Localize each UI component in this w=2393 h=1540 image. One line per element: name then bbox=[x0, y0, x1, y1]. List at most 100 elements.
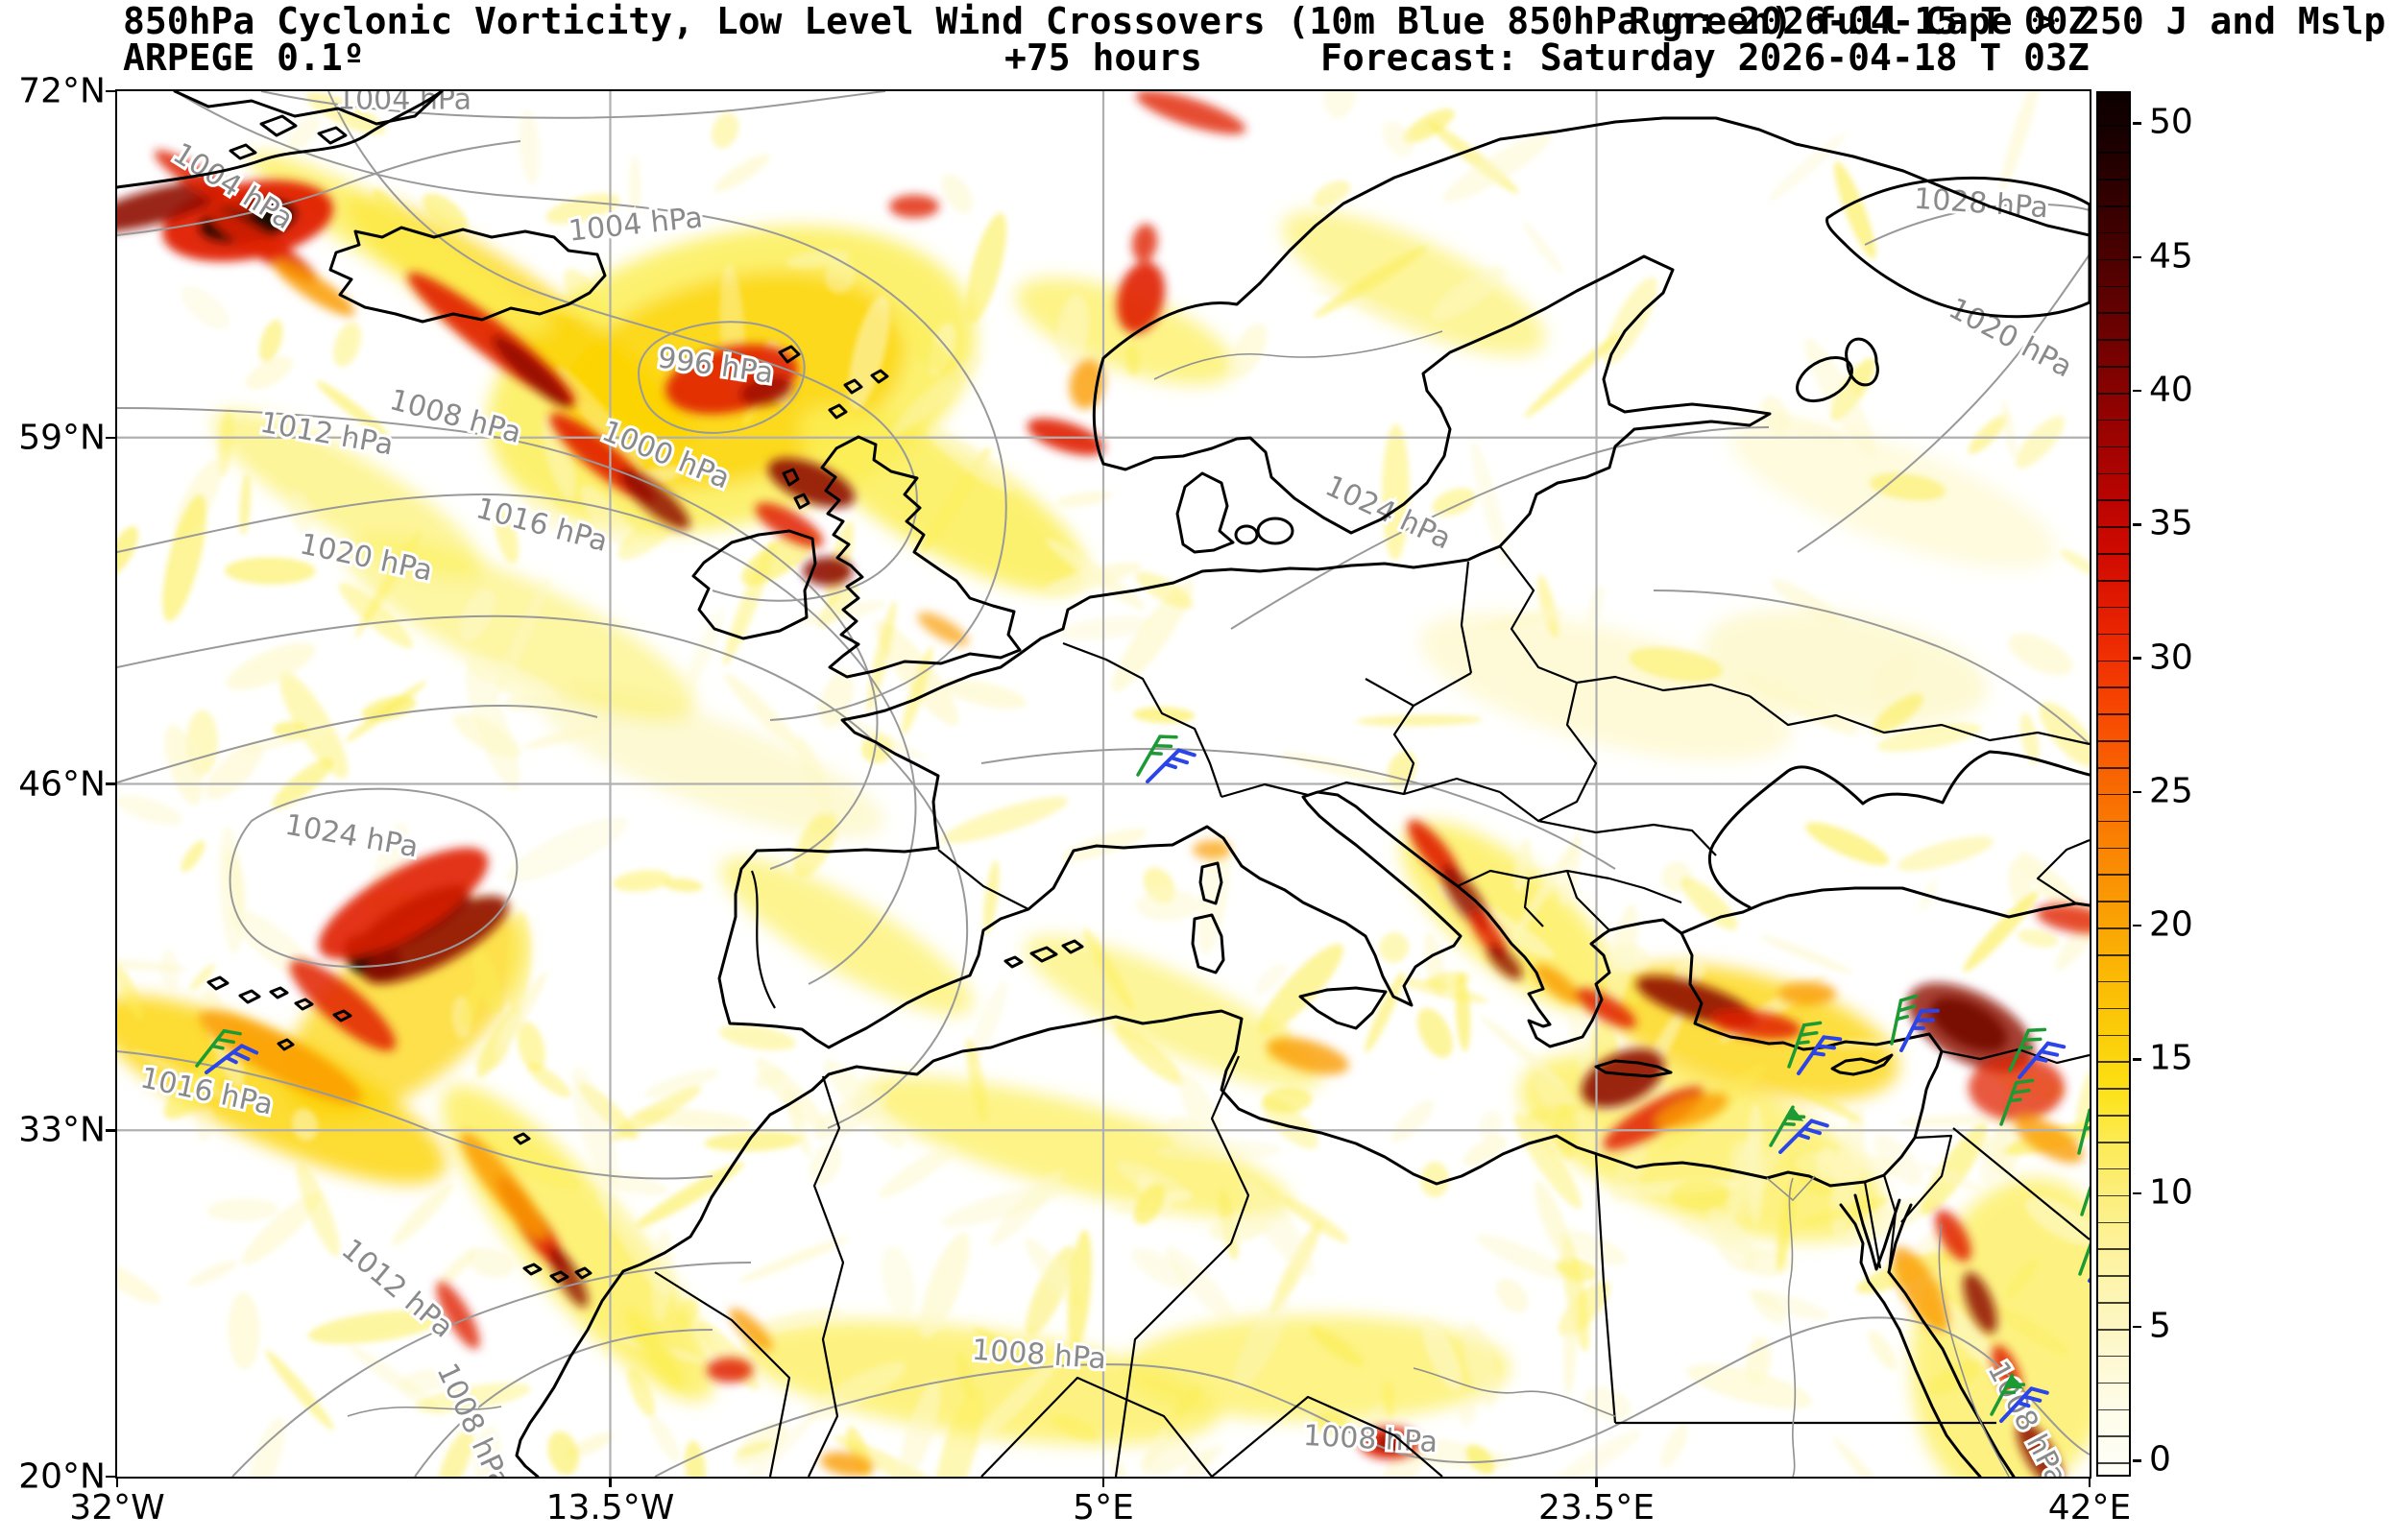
isobar-label: 1024 hPa bbox=[282, 808, 421, 865]
map-plot-area: 1004 hPa 1004 hPa 1004 hPa 996 hPa 1000 hPa 1… bbox=[117, 91, 2090, 1477]
wind-barb-layer bbox=[195, 734, 2090, 1423]
wind-barb bbox=[1999, 1078, 2035, 1126]
colorbar-tick-label: 30 bbox=[2149, 638, 2193, 678]
colorbar-segment-line bbox=[2098, 660, 2129, 662]
run-timestamp: Run: 2026-04-15 T 00Z bbox=[1629, 0, 2091, 42]
colorbar-tick-mark bbox=[2133, 1191, 2141, 1194]
colorbar-tick-mark bbox=[2133, 790, 2141, 794]
colorbar-segment-line bbox=[2098, 847, 2129, 850]
colorbar-segment-line bbox=[2098, 980, 2129, 983]
colorbar-tick-label: 25 bbox=[2149, 771, 2193, 811]
colorbar-segment-line bbox=[2098, 1061, 2129, 1064]
isobar-label: 1008 hPa bbox=[429, 1359, 517, 1477]
colorbar-segment-line bbox=[2098, 1382, 2129, 1384]
colorbar-segment-line bbox=[2098, 1302, 2129, 1304]
lon-tick-label: 42°E bbox=[2047, 1488, 2132, 1528]
colorbar-segment-line bbox=[2098, 285, 2129, 288]
wind-barb bbox=[1778, 1119, 1829, 1154]
colorbar bbox=[2096, 91, 2131, 1477]
lat-tick-mark bbox=[106, 782, 116, 785]
colorbar-segment-line bbox=[2098, 258, 2129, 261]
lon-tick-mark bbox=[1101, 1477, 1105, 1487]
colorbar-tick-mark bbox=[2133, 1058, 2141, 1061]
colorbar-tick-mark bbox=[2133, 1459, 2141, 1462]
lat-tick-label: 33°N bbox=[18, 1110, 106, 1150]
colorbar-tick-label: 35 bbox=[2149, 503, 2193, 543]
colorbar-segment-line bbox=[2098, 767, 2129, 769]
colorbar-segment-line bbox=[2098, 231, 2129, 234]
wind-barb bbox=[2018, 1041, 2067, 1079]
country-border-layer bbox=[654, 545, 2090, 1477]
colorbar-segment-line bbox=[2098, 553, 2129, 555]
colorbar-segment-line bbox=[2098, 1462, 2129, 1464]
wind-barb bbox=[2078, 1231, 2090, 1276]
colorbar-segment-line bbox=[2098, 1355, 2129, 1358]
wind-barb bbox=[205, 1044, 259, 1074]
colorbar-segment-line bbox=[2098, 339, 2129, 341]
colorbar-tick-mark bbox=[2133, 255, 2141, 258]
colorbar-tick-label: 50 bbox=[2149, 103, 2193, 143]
colorbar-segment-line bbox=[2098, 580, 2129, 582]
colorbar-segment-line bbox=[2098, 1034, 2129, 1037]
wind-barb bbox=[1787, 1021, 1823, 1069]
lat-tick-mark bbox=[106, 1475, 116, 1479]
colorbar-tick-mark bbox=[2133, 657, 2141, 660]
colorbar-tick-label: 15 bbox=[2149, 1039, 2193, 1079]
colorbar-segment-line bbox=[2098, 686, 2129, 689]
colorbar-segment-line bbox=[2098, 1142, 2129, 1143]
colorbar-segment-line bbox=[2098, 1221, 2129, 1224]
wind-barb bbox=[1146, 748, 1196, 783]
colorbar-segment-line bbox=[2098, 125, 2129, 128]
colorbar-segment-line bbox=[2098, 205, 2129, 207]
wind-barb bbox=[1899, 1008, 1940, 1052]
isobar-label: 1020 hPa bbox=[1943, 292, 2077, 385]
chart-title: 850hPa Cyclonic Vorticity, Low Level Win… bbox=[123, 0, 2386, 42]
colorbar-segment-line bbox=[2098, 1435, 2129, 1438]
wind-barb bbox=[1797, 1035, 1843, 1075]
vorticity-filament-layer bbox=[117, 91, 2090, 1477]
colorbar-tick-label: 5 bbox=[2149, 1306, 2171, 1346]
colorbar-segment-line bbox=[2098, 312, 2129, 315]
lon-tick-label: 23.5°E bbox=[1538, 1488, 1655, 1528]
colorbar-segment-line bbox=[2098, 901, 2129, 902]
colorbar-tick-label: 20 bbox=[2149, 904, 2193, 945]
lat-tick-label: 46°N bbox=[18, 764, 106, 804]
colorbar-segment-line bbox=[2098, 393, 2129, 395]
colorbar-segment-line bbox=[2098, 820, 2129, 823]
colorbar-segment-line bbox=[2098, 98, 2129, 101]
colorbar-segment-line bbox=[2098, 179, 2129, 180]
colorbar-tick-label: 40 bbox=[2149, 370, 2193, 410]
colorbar-segment-line bbox=[2098, 1088, 2129, 1090]
wind-barb bbox=[1136, 734, 1178, 777]
colorbar-segment-line bbox=[2098, 713, 2129, 715]
model-label: ARPEGE 0.1º bbox=[123, 36, 365, 79]
forecast-timestamp: Forecast: Saturday 2026-04-18 T 03Z bbox=[1320, 36, 2090, 79]
colorbar-segment-line bbox=[2098, 1115, 2129, 1117]
colorbar-segment-line bbox=[2098, 633, 2129, 636]
colorbar-segment-line bbox=[2098, 152, 2129, 154]
colorbar-segment-line bbox=[2098, 606, 2129, 609]
lon-tick-label: 13.5°W bbox=[545, 1488, 675, 1528]
wind-barb bbox=[1990, 1373, 2026, 1416]
colorbar-tick-label: 10 bbox=[2149, 1172, 2193, 1213]
lon-tick-label: 32°W bbox=[69, 1488, 165, 1528]
colorbar-tick-mark bbox=[2133, 1325, 2141, 1329]
lat-tick-label: 72°N bbox=[18, 71, 106, 111]
lat-tick-mark bbox=[106, 436, 116, 440]
lon-tick-mark bbox=[2088, 1477, 2091, 1487]
colorbar-segment-line bbox=[2098, 366, 2129, 368]
colorbar-segment-line bbox=[2098, 1248, 2129, 1251]
colorbar-segment-line bbox=[2098, 1167, 2129, 1170]
isobar-layer bbox=[117, 91, 2090, 1477]
graticule-layer bbox=[117, 91, 2090, 1477]
colorbar-segment-line bbox=[2098, 740, 2129, 742]
colorbar-segment-line bbox=[2098, 499, 2129, 502]
colorbar-segment-line bbox=[2098, 1007, 2129, 1010]
lat-tick-mark bbox=[106, 89, 116, 93]
colorbar-segment-line bbox=[2098, 874, 2129, 877]
colorbar-tick-label: 0 bbox=[2149, 1439, 2171, 1480]
colorbar-segment-line bbox=[2098, 419, 2129, 421]
wind-barb bbox=[1890, 994, 1919, 1046]
